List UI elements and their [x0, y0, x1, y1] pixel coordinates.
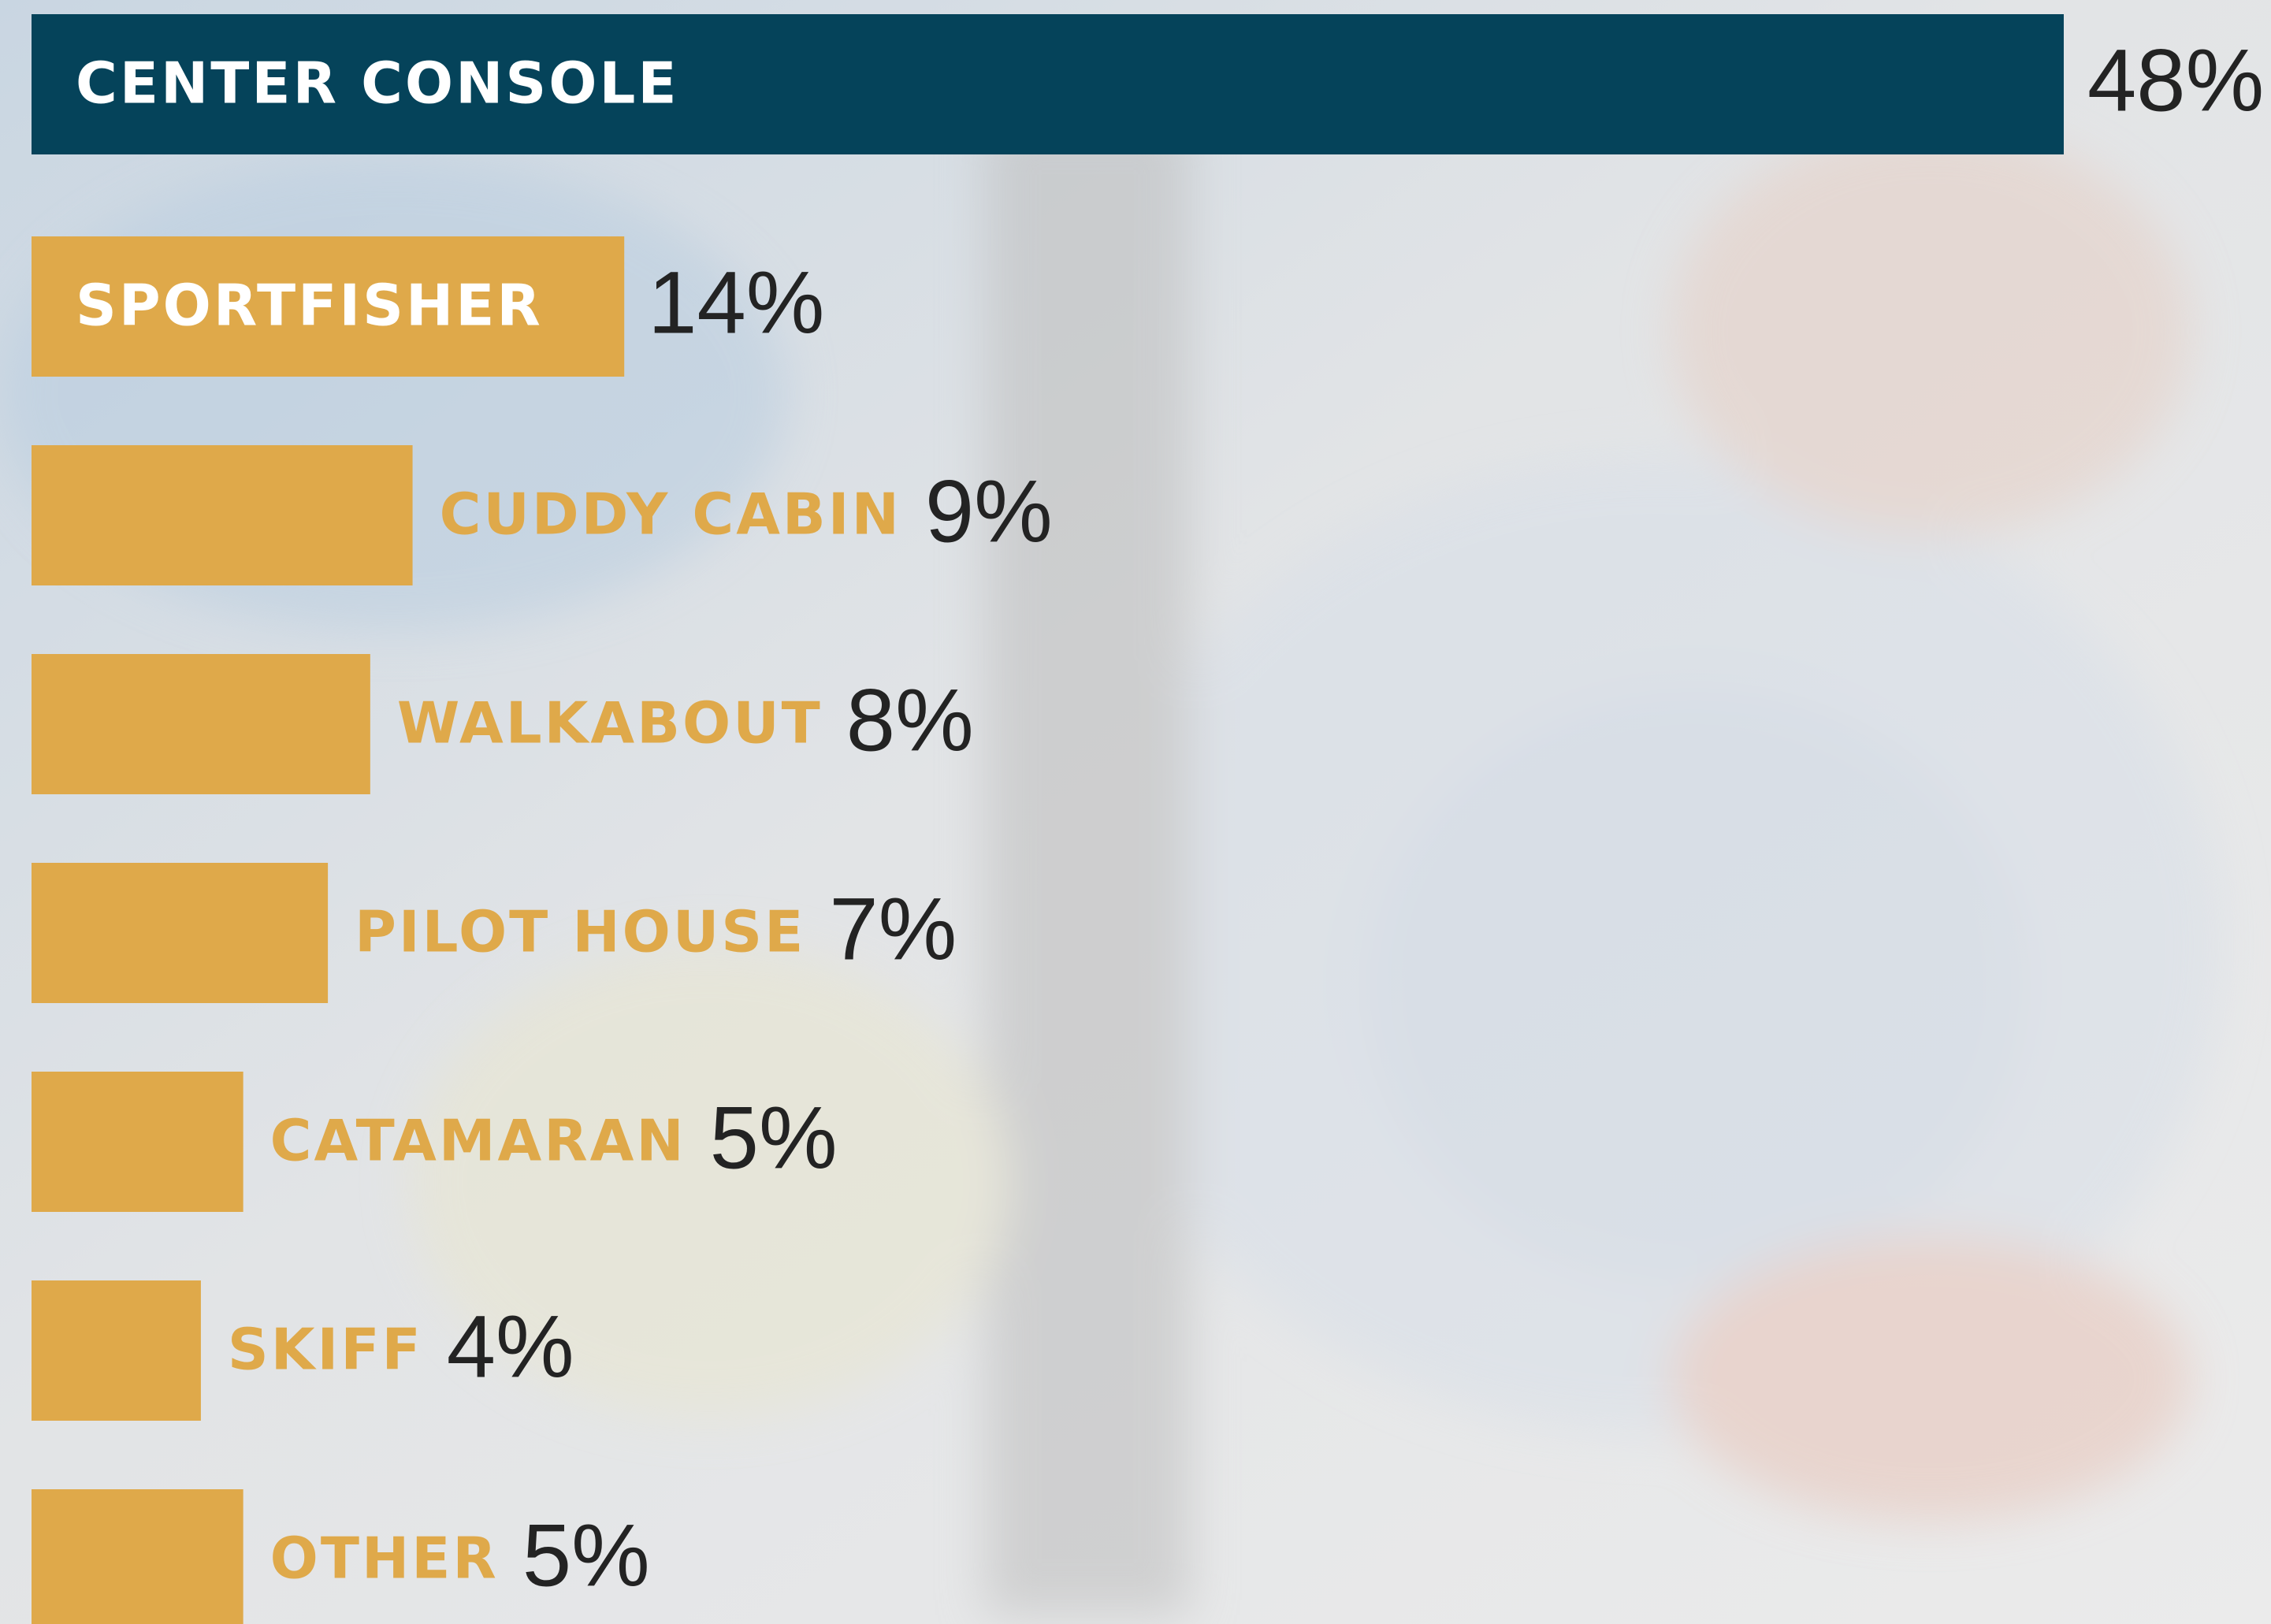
value-label: 48% [2087, 32, 2264, 130]
category-label: WALKABOUT [397, 690, 823, 756]
value-label: 14% [648, 254, 824, 352]
bar [32, 1489, 243, 1624]
category-label: OTHER [270, 1526, 499, 1592]
bar [32, 1072, 243, 1212]
value-label: 5% [522, 1507, 650, 1605]
category-label: CATAMARAN [270, 1108, 686, 1174]
value-label: 7% [829, 880, 957, 979]
value-label: 9% [925, 463, 1053, 561]
category-label: CENTER CONSOLE [76, 50, 679, 117]
bar [32, 1280, 201, 1421]
category-label: SKIFF [228, 1317, 423, 1383]
bar [32, 654, 370, 794]
chart: CENTER CONSOLE 48% SPORTFISHER 14% CUDDY CAB… [0, 0, 2271, 1624]
value-label: 5% [710, 1089, 838, 1187]
page: {"chart_data": {"type": "bar", "orientat… [0, 0, 2271, 1624]
category-label: PILOT HOUSE [355, 899, 805, 965]
category-label: SPORTFISHER [76, 273, 543, 339]
category-label: CUDDY CABIN [440, 481, 901, 548]
bar [32, 445, 413, 585]
bar [32, 863, 328, 1003]
value-label: 8% [846, 671, 974, 770]
value-label: 4% [447, 1298, 574, 1396]
